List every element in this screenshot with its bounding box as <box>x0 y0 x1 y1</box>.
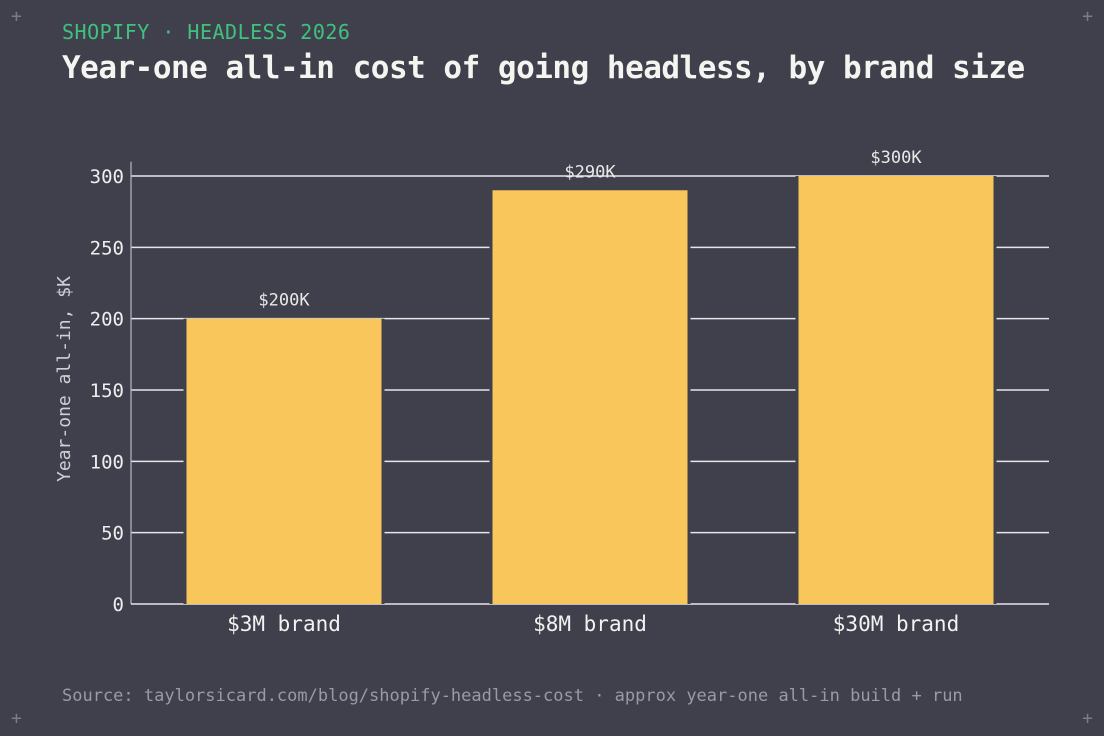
bar <box>798 176 994 604</box>
y-tick-label: 150 <box>90 380 124 402</box>
x-tick-label: $30M brand <box>833 612 959 636</box>
chart-title: Year-one all-in cost of going headless, … <box>62 50 1025 86</box>
y-tick-label: 100 <box>90 451 124 473</box>
corner-mark-bottom-right: + <box>1082 708 1093 729</box>
y-tick-label: 50 <box>101 523 124 545</box>
y-tick-label: 250 <box>90 237 124 259</box>
corner-mark-top-right: + <box>1082 6 1093 27</box>
y-tick-label: 300 <box>90 166 124 188</box>
chart-kicker: SHOPIFY · HEADLESS 2026 <box>62 20 351 44</box>
y-tick-label: 200 <box>90 309 124 331</box>
corner-mark-bottom-left: + <box>11 708 22 729</box>
y-axis-title: Year-one all-in, $K <box>54 276 75 482</box>
bar <box>186 318 382 604</box>
data-label: $290K <box>564 162 616 182</box>
corner-mark-top-left: + <box>11 6 22 27</box>
data-label: $300K <box>870 148 922 168</box>
y-tick-label: 0 <box>113 594 124 616</box>
bar <box>492 190 688 604</box>
data-label: $200K <box>258 291 310 311</box>
source-note: Source: taylorsicard.com/blog/shopify-he… <box>62 686 963 706</box>
x-tick-label: $3M brand <box>227 612 341 636</box>
x-tick-label: $8M brand <box>533 612 647 636</box>
